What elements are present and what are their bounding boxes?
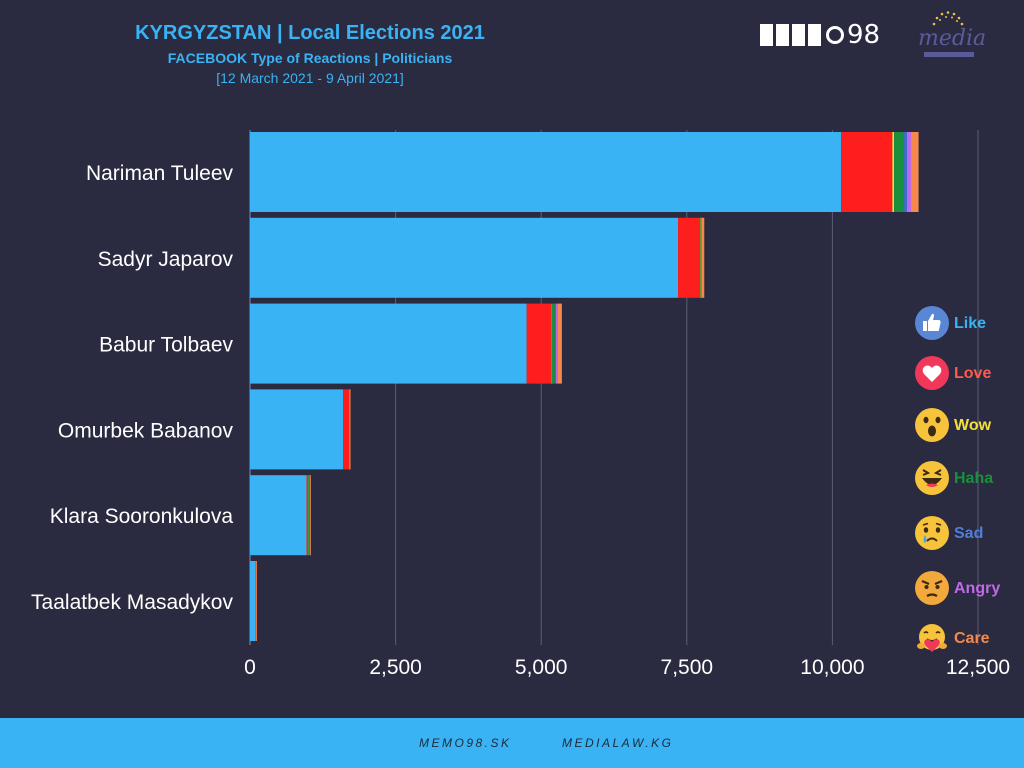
bar-segment-like xyxy=(250,561,256,641)
category-label: Nariman Tuleev xyxy=(86,162,234,185)
chart-header: KYRGYZSTAN | Local Elections 2021 FACEBO… xyxy=(100,18,520,88)
bar-segment-like xyxy=(250,217,679,298)
legend-label: Angry xyxy=(954,580,1001,597)
media-logo-word: media xyxy=(918,26,987,51)
legend-label: Like xyxy=(954,315,987,332)
bar-segment-haha xyxy=(894,132,905,212)
chart-subtitle: FACEBOOK Type of Reactions | Politicians xyxy=(167,50,453,66)
bar-segment-love xyxy=(678,217,701,298)
bar-segment-sad xyxy=(309,475,311,556)
media-logo-dots xyxy=(932,11,964,26)
chart-title: KYRGYZSTAN | Local Elections 2021 xyxy=(135,22,485,44)
legend-label: Wow xyxy=(954,417,992,434)
footer-bar: MEMO98.SK MEDIALAW.KG xyxy=(0,718,1024,768)
bar-segment-love xyxy=(526,303,552,384)
footer-link-medialaw[interactable]: MEDIALAW.KG xyxy=(562,736,674,750)
category-label: Klara Sooronkulova xyxy=(50,505,234,528)
legend-item-angry: Angry xyxy=(914,570,1024,610)
bar-segment-wow xyxy=(892,132,895,212)
memo-logo-block xyxy=(792,24,805,46)
category-label: Babur Tolbaev xyxy=(99,334,233,357)
memo-logo-block xyxy=(776,24,789,46)
category-label: Sadyr Japarov xyxy=(98,248,234,271)
media-logo-tagline-bar xyxy=(924,52,974,57)
bar-segment-love xyxy=(841,132,893,212)
x-tick-label: 7,500 xyxy=(661,656,714,679)
bar-segment-love xyxy=(343,389,350,470)
bar-segment-angry xyxy=(556,303,558,384)
date-range: [12 March 2021 - 9 April 2021] xyxy=(216,70,404,86)
x-tick-label: 10,000 xyxy=(800,656,864,679)
bar-segment-like xyxy=(250,132,842,212)
bar-segment-like xyxy=(250,389,344,470)
bar-segment-haha xyxy=(308,475,310,556)
legend-label: Haha xyxy=(954,470,994,487)
love-icon xyxy=(915,356,949,390)
angry-icon xyxy=(915,571,949,605)
like-icon xyxy=(915,306,949,340)
legend-label: Love xyxy=(954,365,992,382)
bar-segment-like xyxy=(250,303,527,384)
bar-segment-sad xyxy=(554,303,557,384)
care-icon xyxy=(917,624,947,652)
sad-icon xyxy=(915,516,949,550)
legend-item-like: Like xyxy=(914,305,1024,345)
bar-segment-care xyxy=(911,132,919,212)
legend-item-haha: Haha xyxy=(914,460,1024,500)
bar-segment-care xyxy=(256,561,257,641)
bar-segment-love xyxy=(306,475,308,556)
wow-icon xyxy=(915,408,949,442)
media-development-center-logo: media xyxy=(914,10,986,60)
bar-segment-care xyxy=(309,475,311,556)
x-tick-label: 2,500 xyxy=(369,656,422,679)
bar-segment-care xyxy=(701,217,705,298)
legend-item-love: Love xyxy=(914,355,1024,395)
legend-label: Care xyxy=(954,630,990,647)
legend-item-care: Care xyxy=(914,620,1024,660)
memo-logo-block xyxy=(808,24,821,46)
stacked-bar-chart: Nariman Tuleev Sadyr Japarov Babur Tolbaev… xyxy=(31,130,1010,679)
bar-segment-haha xyxy=(551,303,555,384)
bar-segment-like xyxy=(250,475,307,556)
legend-label: Sad xyxy=(954,525,984,542)
x-tick-label: 5,000 xyxy=(515,656,568,679)
category-label: Taalatbek Masadykov xyxy=(31,591,233,614)
memo-logo-ring xyxy=(826,26,844,44)
x-tick-label: 12,500 xyxy=(946,656,1010,679)
memo98-logo: 98 xyxy=(760,22,880,48)
legend-item-wow: Wow xyxy=(914,407,1024,447)
legend-item-sad: Sad xyxy=(914,515,1024,555)
bar-segment-care xyxy=(557,303,562,384)
bar-segment-angry xyxy=(906,132,912,212)
x-tick-label: 0 xyxy=(244,656,256,679)
bar-segment-care xyxy=(349,389,351,470)
bar-segment-haha xyxy=(700,217,702,298)
category-label: Omurbek Babanov xyxy=(58,419,234,442)
haha-icon xyxy=(915,461,949,495)
memo-logo-block xyxy=(760,24,773,46)
memo-logo-number: 98 xyxy=(847,20,881,50)
bar-segment-sad xyxy=(904,132,907,212)
footer-link-memo98[interactable]: MEMO98.SK xyxy=(419,736,512,750)
